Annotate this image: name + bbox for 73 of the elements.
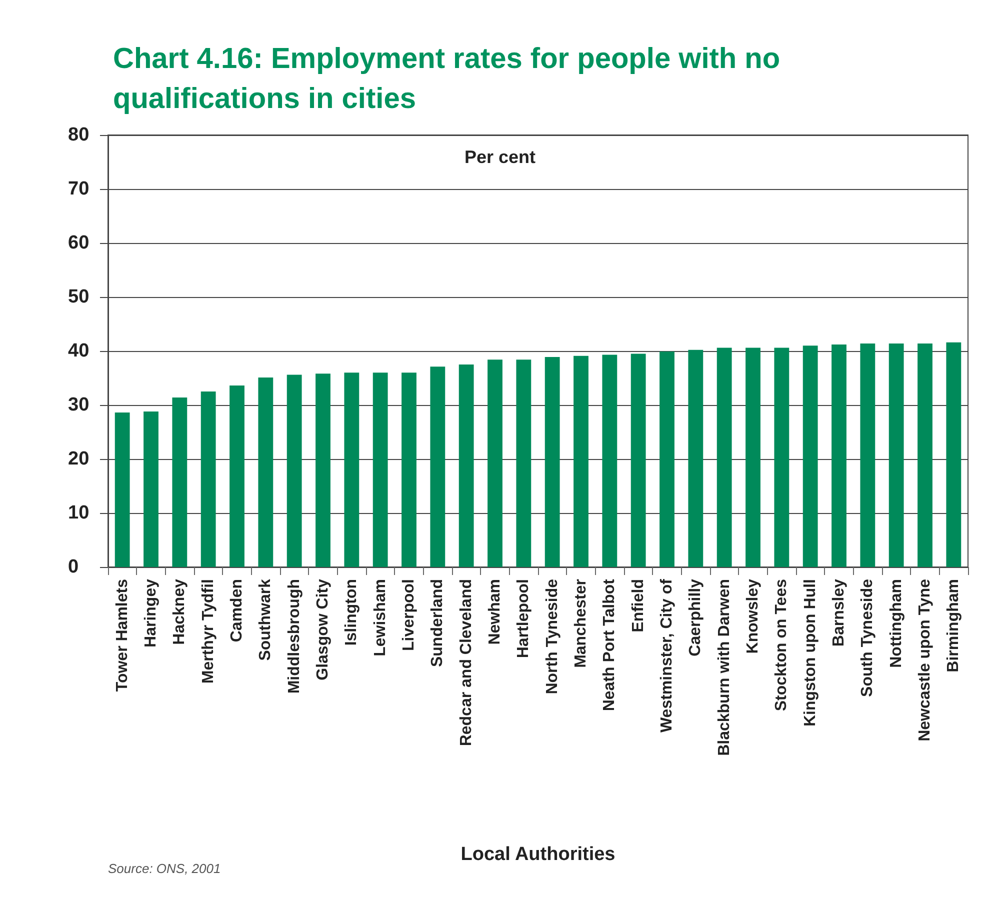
bar [888,343,904,567]
bar [832,344,846,567]
bar [488,360,502,567]
bar [114,412,130,567]
bar [402,372,416,567]
x-tick-label: Southwark [257,578,274,661]
x-tick-label: Camden [228,579,246,642]
x-tick-label: Redcar and Cleveland [458,579,475,746]
bar [230,386,244,567]
x-tick-label: South Tyneside [859,578,876,697]
bar [918,343,932,567]
y-tick-label: 60 [68,232,90,254]
x-tick-label: Glasgow City [314,578,332,680]
x-tick-label: Stockton on Tees [773,578,790,712]
x-tick-label: Kingston upon Hull [802,579,819,727]
x-tick-label: Hartlepool [515,579,532,658]
y-tick-label: 0 [68,556,79,578]
bar [602,354,618,567]
bar [660,352,674,567]
y-tick-label: 10 [68,502,90,524]
x-tick-label: Barnsley [830,578,848,647]
y-tick-label: 80 [68,124,90,146]
y-tick-label: 40 [68,340,90,362]
bar [860,343,876,567]
x-tick-label: Haringey [142,578,160,648]
x-tick-label: North Tyneside [544,578,561,694]
bar [458,364,474,567]
bar [544,356,560,567]
bar [516,360,532,567]
x-tick-label: Enfield [630,579,647,632]
x-tick-label: Lewisham [372,579,389,656]
x-tick-label: Blackburn with Darwen [716,579,733,756]
bar [372,372,388,567]
bar [200,392,216,567]
bar [574,356,588,567]
bar [344,372,360,567]
bar [258,377,274,567]
x-tick-label: Sunderland [429,579,446,668]
bar [716,348,732,567]
bar [316,374,330,567]
source-note: Source: ONS, 2001 [108,861,221,876]
x-tick-label: Birmingham [945,579,962,672]
y-tick-label: 30 [68,394,90,416]
x-tick-label: Knowsley [744,578,762,654]
x-tick-label: Neath Port Talbot [601,578,618,712]
x-tick-label: Islington [343,579,360,646]
bar [688,350,704,567]
x-tick-label: Nottingham [888,579,905,668]
y-tick-label: 20 [68,448,90,470]
y-tick-label: 50 [68,286,90,308]
bar [286,374,302,567]
x-tick-label: Middlesbrough [286,579,303,694]
x-axis-title: Local Authorities [460,844,616,865]
bar [172,397,188,567]
bar [774,348,790,567]
x-tick-label: Newham [486,579,504,645]
x-tick-label: Liverpool [400,579,418,652]
y-tick-label: 70 [68,178,90,200]
x-tick-label: Merthyr Tydfil [200,579,217,684]
x-tick-label: Caerphilly [687,578,704,656]
bar [144,411,158,567]
x-tick-label: Hackney [171,578,188,645]
x-tick-label: Westminster, City of [658,578,676,733]
bar [802,346,818,567]
bar [430,366,446,567]
chart-title: Chart 4.16: Employment rates for people with no qualifications in cities [113,43,788,115]
bar [946,342,962,567]
y-axis-title: Per cent [464,147,536,167]
bar [630,354,646,567]
x-tick-label: Tower Hamlets [114,578,131,692]
x-tick-label: Newcastle upon Tyne [916,578,934,742]
bar [746,348,760,567]
x-tick-label: Manchester [572,579,590,668]
